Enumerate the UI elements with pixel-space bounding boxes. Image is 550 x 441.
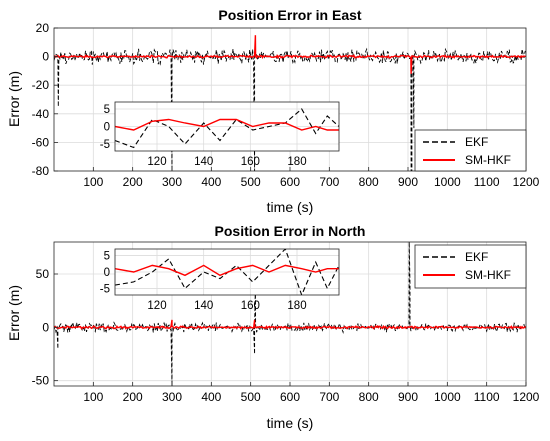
- inset-plot: 120 140 160 180 5 0 -5: [100, 248, 340, 312]
- series-group: [54, 242, 526, 386]
- x-axis-label: time (s): [267, 415, 314, 431]
- x-tick-label: 800: [359, 390, 379, 404]
- inset-series-group: [115, 108, 339, 149]
- x-tick-label: 500: [241, 390, 261, 404]
- series-line-sm-hkf: [54, 35, 526, 74]
- y-tick-label: -60: [32, 135, 50, 149]
- x-tick-label: 700: [319, 175, 339, 189]
- inset-x-tick-label: 180: [287, 156, 306, 168]
- x-tick-label: 200: [123, 175, 143, 189]
- x-tick-label: 900: [398, 175, 418, 189]
- y-tick-label: -20: [32, 78, 50, 92]
- y-axis-label: Error (m): [6, 71, 22, 127]
- x-tick-label: 1000: [434, 175, 461, 189]
- inset-x-tick-label: 180: [287, 300, 306, 312]
- subplot-north: 100 200 300 400 500 600 700 800 900 1000 1100 12005…: [6, 223, 540, 431]
- y-tick-label: -40: [32, 107, 50, 121]
- subplot-east: 100 200 300 400 500 600 700 800 900 1000 1100 12002…: [6, 7, 540, 215]
- x-tick-label: 100: [83, 390, 103, 404]
- y-tick-label: -50: [32, 374, 50, 388]
- inset-plot: 120 140 160 180 5 0 -5: [100, 101, 340, 168]
- x-tick-label: 900: [398, 390, 418, 404]
- x-tick-label: 400: [201, 175, 221, 189]
- inset-frame: [114, 248, 340, 296]
- x-tick-label: 500: [241, 175, 261, 189]
- legend: EKF SM-HKF: [414, 244, 527, 289]
- inset-line-sm-hkf: [115, 264, 339, 277]
- inset-frame: [114, 101, 340, 152]
- y-tick-label: 50: [36, 267, 50, 281]
- inset-x-tick-label: 120: [147, 300, 166, 312]
- x-tick-label: 300: [162, 390, 182, 404]
- inset-y-tick-label: 5: [104, 104, 110, 116]
- y-tick-label: 0: [42, 50, 49, 64]
- legend-label-ekf: EKF: [465, 250, 488, 264]
- inset-x-tick-label: 160: [241, 300, 260, 312]
- legend-box: [414, 129, 527, 172]
- x-tick-label: 700: [319, 390, 339, 404]
- inset-x-tick-label: 160: [241, 156, 260, 168]
- inset-y-tick-label: 0: [104, 267, 110, 279]
- series-line-sm-hkf: [54, 319, 526, 330]
- x-tick-label: 400: [201, 390, 221, 404]
- inset-y-tick-label: 0: [104, 122, 110, 134]
- inset-y-tick-label: -5: [100, 283, 110, 295]
- x-axis-label: time (s): [267, 199, 314, 215]
- inset-line-sm-hkf: [115, 118, 339, 131]
- series-line-ekf: [54, 47, 526, 171]
- inset-y-tick-label: -5: [100, 139, 110, 151]
- inset-x-tick-label: 140: [194, 300, 213, 312]
- x-tick-label: 1100: [474, 175, 500, 189]
- legend-label-ekf: EKF: [465, 135, 488, 149]
- inset-x-tick-label: 140: [194, 156, 213, 168]
- x-tick-label: 800: [359, 175, 379, 189]
- chart-title: Position Error in North: [215, 223, 366, 239]
- x-tick-label: 600: [280, 390, 300, 404]
- legend-box: [414, 244, 527, 289]
- x-tick-label: 600: [280, 175, 300, 189]
- x-tick-label: 100: [83, 175, 103, 189]
- legend-label-sm-hkf: SM-HKF: [465, 268, 511, 282]
- y-tick-label: 20: [36, 21, 50, 35]
- inset-y-tick-label: 5: [104, 251, 110, 263]
- inset-series-group: [115, 249, 339, 295]
- y-tick-label: -80: [32, 164, 50, 178]
- x-tick-label: 1200: [513, 175, 540, 189]
- x-tick-label: 1100: [474, 390, 500, 404]
- legend: EKF SM-HKF: [414, 129, 527, 172]
- x-tick-label: 1200: [513, 390, 540, 404]
- y-axis-label: Error (m): [6, 285, 22, 341]
- series-group: [54, 35, 526, 171]
- legend-label-sm-hkf: SM-HKF: [465, 153, 511, 167]
- x-tick-label: 200: [123, 390, 143, 404]
- inset-x-tick-label: 120: [147, 156, 166, 168]
- y-tick-label: 0: [42, 320, 49, 334]
- x-tick-label: 300: [162, 175, 182, 189]
- inset-line-ekf: [115, 249, 339, 295]
- chart-title: Position Error in East: [218, 7, 361, 23]
- x-tick-label: 1000: [434, 390, 461, 404]
- inset-line-ekf: [115, 108, 339, 149]
